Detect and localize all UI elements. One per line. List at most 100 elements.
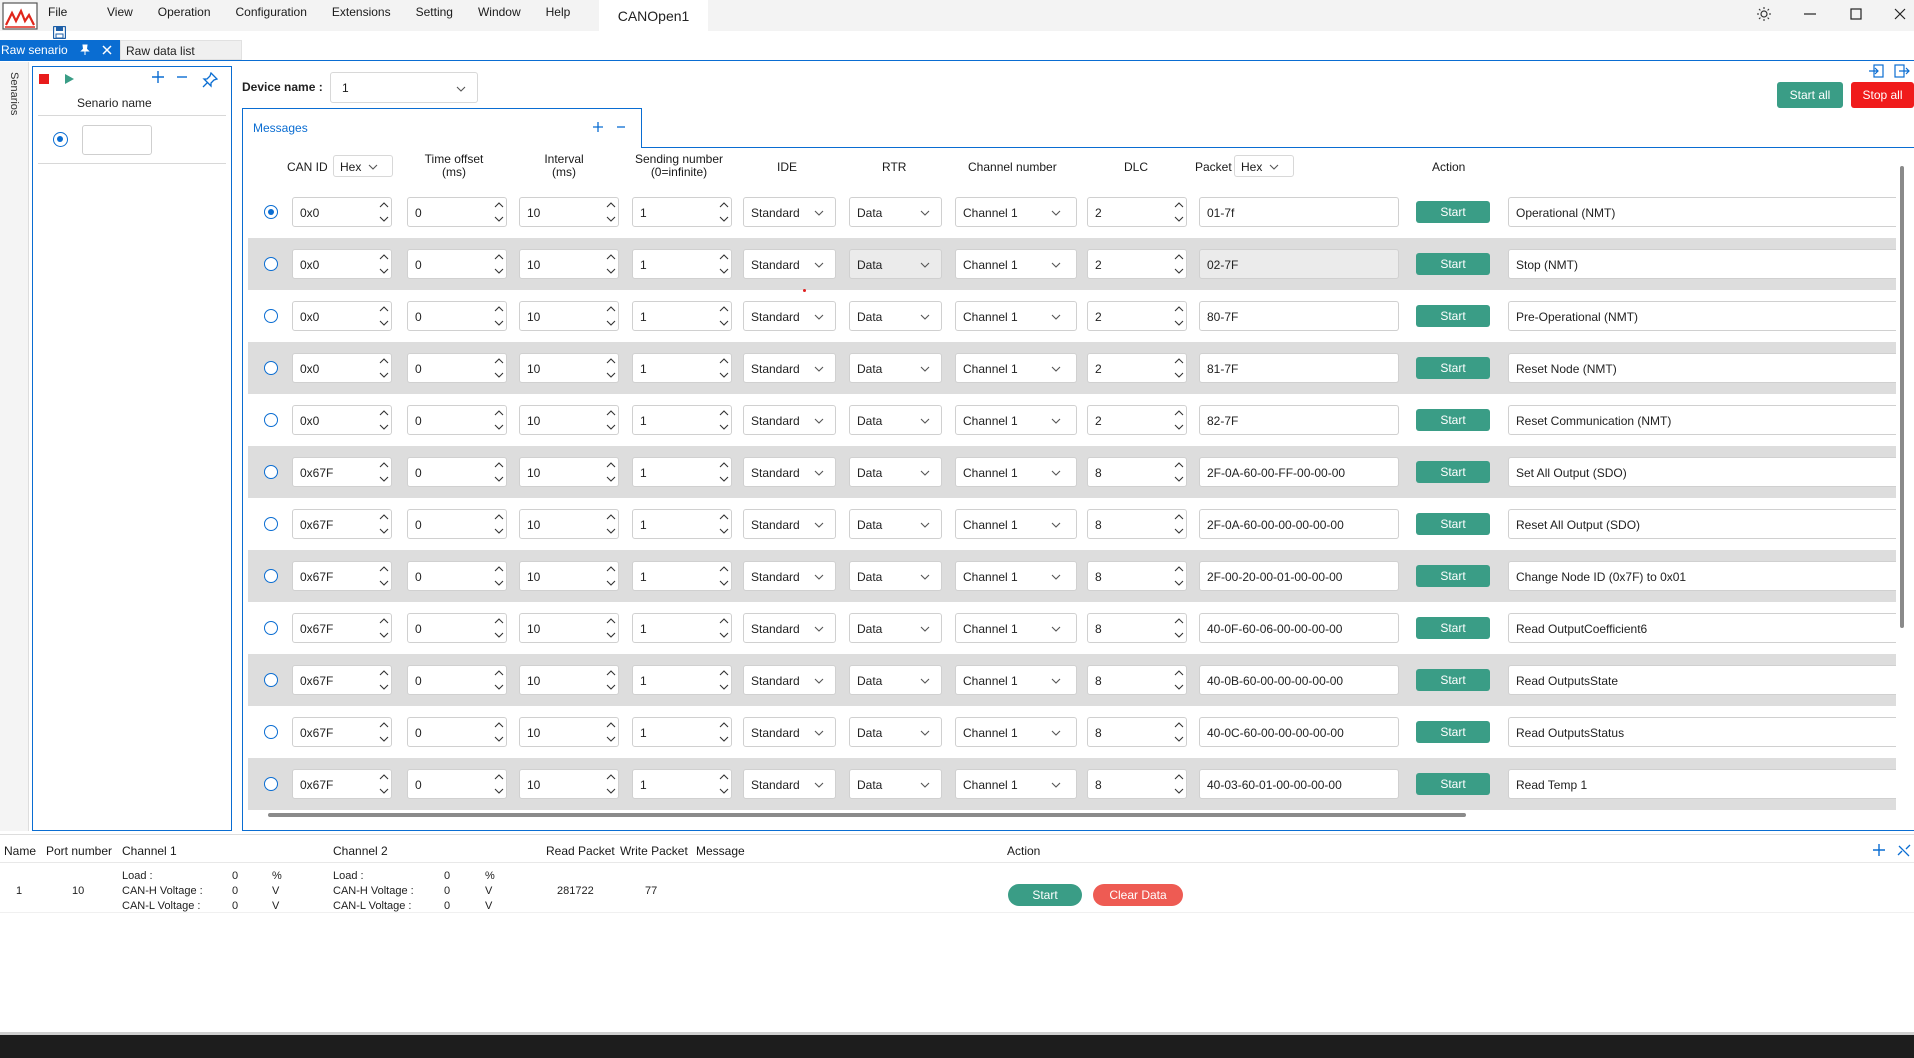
message-description-input[interactable]: Change Node ID (0x7F) to 0x01 xyxy=(1508,561,1896,591)
vertical-scrollbar[interactable] xyxy=(1900,166,1904,628)
interval-input[interactable]: 10 xyxy=(519,509,619,539)
spinner-arrows-icon[interactable] xyxy=(1172,406,1186,434)
row-start-button[interactable]: Start xyxy=(1416,513,1490,535)
message-description-input[interactable]: Set All Output (SDO) xyxy=(1508,457,1896,487)
can-id-input[interactable]: 0x67F xyxy=(292,613,392,643)
row-select-radio[interactable] xyxy=(264,309,278,323)
rtr-select[interactable]: Data xyxy=(849,665,942,695)
remove-message-icon[interactable] xyxy=(615,121,627,133)
time-offset-input[interactable]: 0 xyxy=(407,613,507,643)
spinner-arrows-icon[interactable] xyxy=(1172,510,1186,538)
spinner-arrows-icon[interactable] xyxy=(492,458,506,486)
rtr-select[interactable]: Data xyxy=(849,717,942,747)
time-offset-input[interactable]: 0 xyxy=(407,509,507,539)
can-id-input[interactable]: 0x0 xyxy=(292,353,392,383)
can-id-input[interactable]: 0x67F xyxy=(292,509,392,539)
spinner-arrows-icon[interactable] xyxy=(604,354,618,382)
spinner-arrows-icon[interactable] xyxy=(1172,302,1186,330)
ide-select[interactable]: Standard xyxy=(743,405,836,435)
spinner-arrows-icon[interactable] xyxy=(492,614,506,642)
spinner-arrows-icon[interactable] xyxy=(492,510,506,538)
spinner-arrows-icon[interactable] xyxy=(604,562,618,590)
channel-select[interactable]: Channel 1 xyxy=(955,717,1077,747)
senarios-side-label[interactable]: Senarios xyxy=(8,72,20,116)
interval-input[interactable]: 10 xyxy=(519,769,619,799)
packet-input[interactable]: 2F-00-20-00-01-00-00-00 xyxy=(1199,561,1399,591)
rtr-select[interactable]: Data xyxy=(849,301,942,331)
scenario-name-input[interactable] xyxy=(82,125,152,155)
minimize-icon[interactable] xyxy=(1802,6,1818,22)
ide-select[interactable]: Standard xyxy=(743,769,836,799)
packet-input[interactable]: 02-7F xyxy=(1199,249,1399,279)
message-description-input[interactable]: Operational (NMT) xyxy=(1508,197,1896,227)
row-select-radio[interactable] xyxy=(264,205,278,219)
time-offset-input[interactable]: 0 xyxy=(407,197,507,227)
message-description-input[interactable]: Stop (NMT) xyxy=(1508,249,1896,279)
row-select-radio[interactable] xyxy=(264,257,278,271)
spinner-arrows-icon[interactable] xyxy=(717,510,731,538)
dlc-input[interactable]: 2 xyxy=(1087,197,1187,227)
horizontal-scrollbar[interactable] xyxy=(268,813,1466,817)
theme-toggle-icon[interactable] xyxy=(1756,6,1772,22)
ide-select[interactable]: Standard xyxy=(743,249,836,279)
sending-number-input[interactable]: 1 xyxy=(632,249,732,279)
row-select-radio[interactable] xyxy=(264,413,278,427)
packet-input[interactable]: 2F-0A-60-00-FF-00-00-00 xyxy=(1199,457,1399,487)
add-device-icon[interactable] xyxy=(1872,843,1886,857)
save-icon[interactable] xyxy=(53,26,66,39)
maximize-icon[interactable] xyxy=(1848,6,1864,22)
packet-input[interactable]: 80-7F xyxy=(1199,301,1399,331)
message-description-input[interactable]: Read OutputsStatus xyxy=(1508,717,1896,747)
ide-select[interactable]: Standard xyxy=(743,301,836,331)
spinner-arrows-icon[interactable] xyxy=(1172,718,1186,746)
spinner-arrows-icon[interactable] xyxy=(377,562,391,590)
can-id-input[interactable]: 0x67F xyxy=(292,769,392,799)
sending-number-input[interactable]: 1 xyxy=(632,769,732,799)
channel-select[interactable]: Channel 1 xyxy=(955,405,1077,435)
message-description-input[interactable]: Read OutputsState xyxy=(1508,665,1896,695)
ide-select[interactable]: Standard xyxy=(743,457,836,487)
spinner-arrows-icon[interactable] xyxy=(604,666,618,694)
device-name-select[interactable]: 1 xyxy=(330,72,478,103)
row-select-radio[interactable] xyxy=(264,777,278,791)
close-window-icon[interactable] xyxy=(1892,6,1908,22)
row-select-radio[interactable] xyxy=(264,725,278,739)
spinner-arrows-icon[interactable] xyxy=(377,510,391,538)
menu-operation[interactable]: Operation xyxy=(157,5,211,19)
spinner-arrows-icon[interactable] xyxy=(604,458,618,486)
rtr-select[interactable]: Data xyxy=(849,405,942,435)
can-id-input[interactable]: 0x0 xyxy=(292,301,392,331)
rtr-select[interactable]: Data xyxy=(849,509,942,539)
scenario-row-radio[interactable] xyxy=(53,132,68,147)
row-select-radio[interactable] xyxy=(264,673,278,687)
channel-select[interactable]: Channel 1 xyxy=(955,509,1077,539)
time-offset-input[interactable]: 0 xyxy=(407,301,507,331)
time-offset-input[interactable]: 0 xyxy=(407,249,507,279)
channel-select[interactable]: Channel 1 xyxy=(955,665,1077,695)
dlc-input[interactable]: 8 xyxy=(1087,457,1187,487)
stop-square-icon[interactable] xyxy=(38,73,50,85)
spinner-arrows-icon[interactable] xyxy=(377,770,391,798)
spinner-arrows-icon[interactable] xyxy=(717,770,731,798)
sending-number-input[interactable]: 1 xyxy=(632,457,732,487)
spinner-arrows-icon[interactable] xyxy=(1172,354,1186,382)
row-start-button[interactable]: Start xyxy=(1416,305,1490,327)
row-start-button[interactable]: Start xyxy=(1416,409,1490,431)
packet-input[interactable]: 40-03-60-01-00-00-00-00 xyxy=(1199,769,1399,799)
rtr-select[interactable]: Data xyxy=(849,769,942,799)
spinner-arrows-icon[interactable] xyxy=(492,770,506,798)
menu-configuration[interactable]: Configuration xyxy=(235,5,307,19)
sending-number-input[interactable]: 1 xyxy=(632,353,732,383)
ide-select[interactable]: Standard xyxy=(743,509,836,539)
spinner-arrows-icon[interactable] xyxy=(492,198,506,226)
spinner-arrows-icon[interactable] xyxy=(492,718,506,746)
time-offset-input[interactable]: 0 xyxy=(407,769,507,799)
spinner-arrows-icon[interactable] xyxy=(377,250,391,278)
row-start-button[interactable]: Start xyxy=(1416,617,1490,639)
spinner-arrows-icon[interactable] xyxy=(717,198,731,226)
dlc-input[interactable]: 8 xyxy=(1087,561,1187,591)
dlc-input[interactable]: 8 xyxy=(1087,717,1187,747)
spinner-arrows-icon[interactable] xyxy=(377,458,391,486)
time-offset-input[interactable]: 0 xyxy=(407,405,507,435)
spinner-arrows-icon[interactable] xyxy=(717,614,731,642)
